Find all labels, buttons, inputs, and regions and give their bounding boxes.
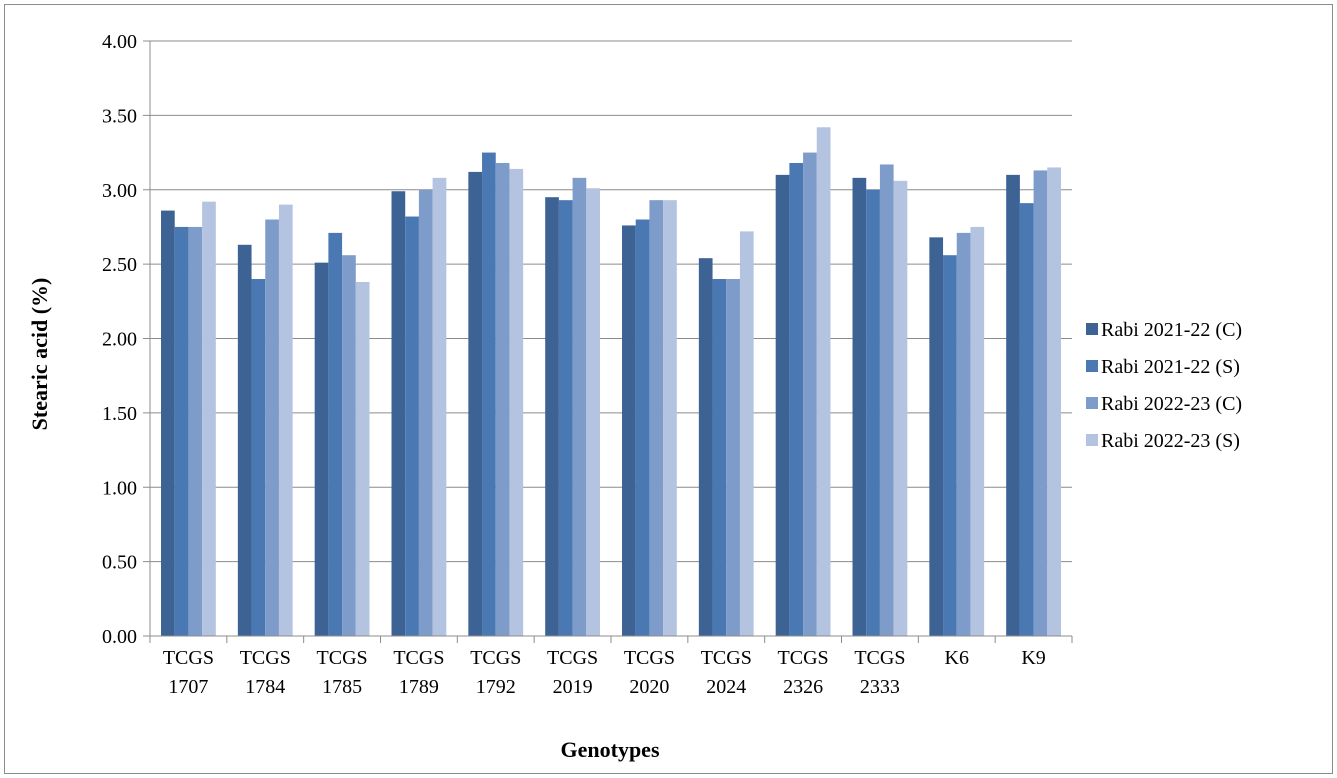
legend-swatch <box>1086 397 1098 409</box>
bar <box>188 226 203 636</box>
bars <box>161 127 1061 637</box>
y-tick-labels: 0.00 0.50 1.00 1.50 2.00 2.50 3.00 3.50 4.00 <box>102 31 137 648</box>
bar <box>545 197 559 636</box>
x-tick-labels: TCGS 1707 TCGS 1784 TCGS 1785 TCGS 1789 TCGS 1792… <box>163 647 1046 698</box>
chart-frame <box>4 4 1333 774</box>
bar <box>405 216 419 636</box>
y-tick-label: 3.00 <box>102 180 137 202</box>
bar <box>391 191 406 637</box>
legend-label: Rabi 2022-23 (S) <box>1101 430 1240 452</box>
y-tick-label: 3.50 <box>102 105 137 127</box>
bar <box>698 258 713 636</box>
x-tick-label: TCGS <box>393 647 444 669</box>
bar <box>663 200 677 636</box>
bar <box>572 177 587 636</box>
x-tick-label: 2024 <box>706 676 746 698</box>
y-tick-label: 1.00 <box>102 477 137 499</box>
x-tick-label: TCGS <box>470 647 521 669</box>
x-tick-label: TCGS <box>317 647 368 669</box>
bar <box>468 171 483 636</box>
x-tick-label: 2333 <box>860 676 900 698</box>
bar <box>726 279 740 636</box>
legend-swatch <box>1086 434 1098 446</box>
bar <box>970 226 985 636</box>
bar <box>161 210 175 636</box>
bar <box>328 232 343 636</box>
bar <box>174 226 189 636</box>
y-tick-label: 0.00 <box>102 626 137 648</box>
gridlines <box>143 40 1072 637</box>
x-tick-label: 1785 <box>322 676 362 698</box>
legend-swatch <box>1086 323 1098 335</box>
x-tick-label: K6 <box>945 647 969 669</box>
bar <box>586 188 600 636</box>
bar <box>649 200 664 636</box>
x-tick-label: TCGS <box>163 647 214 669</box>
legend-label: Rabi 2021-22 (S) <box>1101 356 1240 378</box>
bar <box>929 237 944 636</box>
x-tick-label: TCGS <box>547 647 598 669</box>
bar <box>622 225 636 636</box>
y-axis-title: Stearic acid (%) <box>27 278 52 431</box>
legend-swatch <box>1086 360 1098 372</box>
bar <box>775 174 790 636</box>
bar <box>816 127 831 637</box>
bar <box>956 232 971 636</box>
axes <box>149 41 1073 643</box>
x-tick-label: TCGS <box>624 647 675 669</box>
x-tick-label: 2019 <box>553 676 593 698</box>
bar <box>943 255 957 636</box>
y-tick-label: 2.50 <box>102 254 137 276</box>
bar <box>893 180 908 636</box>
x-tick-label: 2326 <box>783 676 823 698</box>
x-tick-label: K9 <box>1021 647 1045 669</box>
x-tick-label: 1792 <box>476 676 516 698</box>
bar <box>866 189 880 636</box>
bar <box>803 152 817 636</box>
bar <box>712 279 727 636</box>
bar <box>432 177 447 636</box>
bar <box>482 152 496 636</box>
bar <box>1033 170 1048 636</box>
bar <box>789 162 804 636</box>
x-tick-label: 1789 <box>399 676 439 698</box>
legend: Rabi 2021-22 (C) Rabi 2021-22 (S) Rabi 202… <box>1086 319 1242 452</box>
x-tick-label: 2020 <box>629 676 669 698</box>
bar <box>1006 174 1020 636</box>
bar <box>509 168 524 637</box>
bar <box>558 200 573 636</box>
bar <box>237 244 252 636</box>
x-tick-label: TCGS <box>240 647 291 669</box>
y-tick-label: 0.50 <box>102 552 137 574</box>
y-tick-label: 4.00 <box>102 31 137 53</box>
bar <box>418 189 433 636</box>
bar <box>852 177 867 636</box>
bar <box>739 231 754 636</box>
bar <box>1047 167 1061 636</box>
x-tick-label: 1784 <box>245 676 285 698</box>
legend-label: Rabi 2022-23 (C) <box>1101 393 1242 415</box>
bar <box>355 281 370 636</box>
bar <box>265 219 279 636</box>
x-tick-label: TCGS <box>854 647 905 669</box>
x-axis-title: Genotypes <box>561 737 660 762</box>
bar <box>1019 203 1034 636</box>
bar <box>251 279 266 636</box>
y-tick-label: 2.00 <box>102 329 137 351</box>
bar <box>635 219 650 636</box>
bar <box>342 255 356 636</box>
bar <box>278 204 293 636</box>
y-tick-label: 1.50 <box>102 403 137 425</box>
bar <box>314 262 329 636</box>
bar <box>879 164 894 636</box>
x-tick-label: 1707 <box>168 676 208 698</box>
x-tick-label: TCGS <box>701 647 752 669</box>
legend-label: Rabi 2021-22 (C) <box>1101 319 1242 341</box>
bar <box>202 201 216 636</box>
bar <box>495 162 510 636</box>
x-tick-label: TCGS <box>778 647 829 669</box>
